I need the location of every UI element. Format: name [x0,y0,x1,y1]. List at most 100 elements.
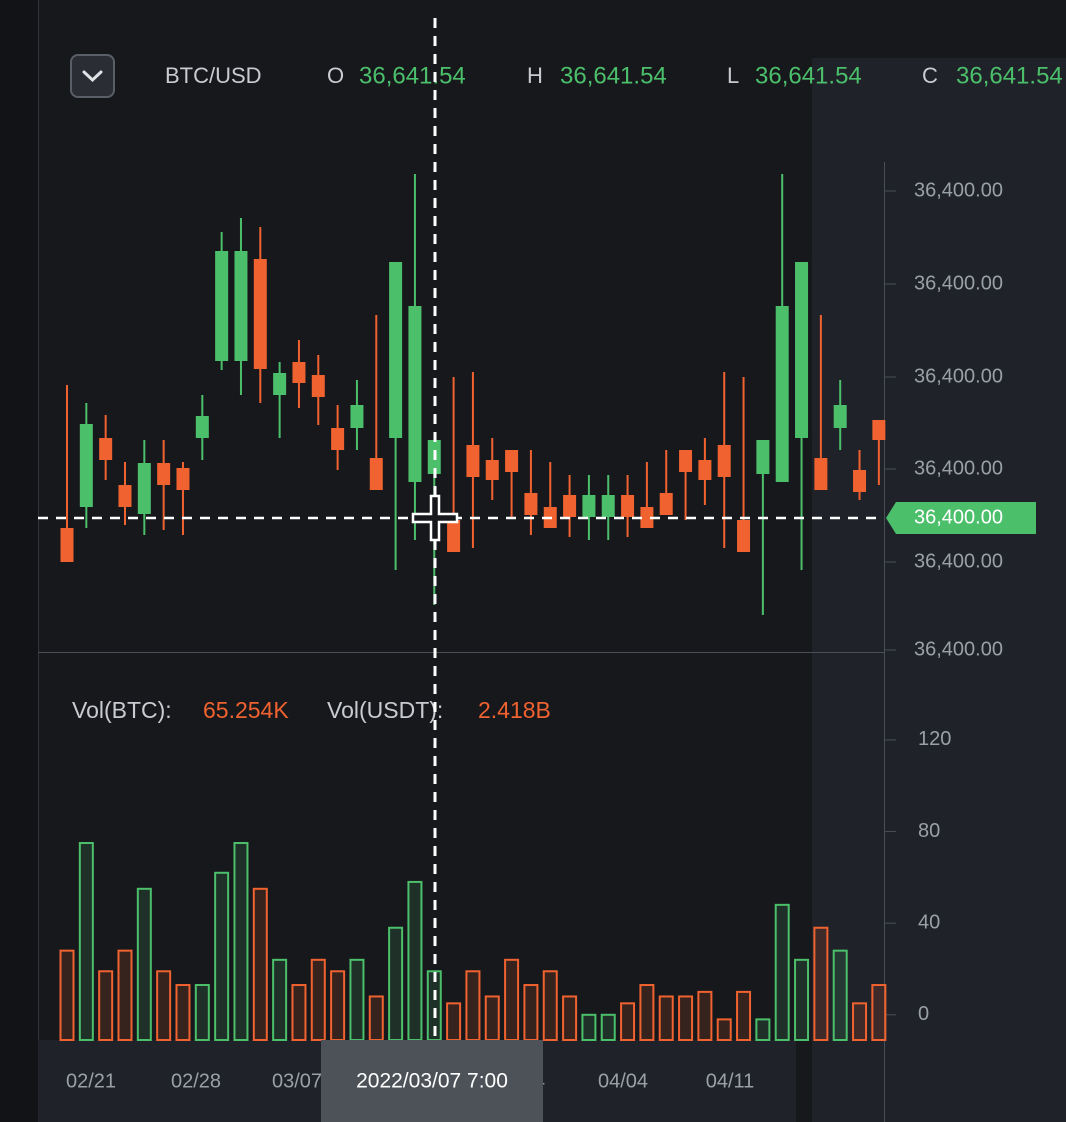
volume-bar [523,984,539,1042]
y-tick-label: 120 [918,728,951,750]
candle-body [833,405,847,428]
volume-bar [620,1002,636,1042]
y-tick-label: 0 [918,1003,929,1025]
candle-body [369,458,383,490]
volume-bar [658,995,674,1041]
candle-body [679,450,693,472]
ohlc-value: 36,641.54 [956,62,1063,89]
volume-bar [465,970,481,1042]
candle-body [756,440,770,474]
candle-body [137,463,151,514]
cursor-time: 2022/03/07 7:00 [356,1070,508,1093]
candle-body [795,262,809,438]
y-tick-label: 36,400.00 [914,272,1003,294]
x-tick-label: 04/11 [706,1070,755,1092]
candle-body [350,405,364,428]
candle-body [640,507,654,528]
candle-body [485,460,499,480]
volume-bar [562,995,578,1041]
volume-bar [175,984,191,1042]
overlay [38,18,884,1040]
x-tick-label: 02/21 [66,1070,116,1092]
volume-bar [117,949,133,1041]
volume-bar [214,871,230,1042]
candle-body [60,528,74,562]
volume-bar [310,958,326,1041]
candle-body [601,495,615,517]
volume-bar [291,984,307,1042]
volume-bar [542,970,558,1042]
candle-body [621,495,635,517]
volume-bar [78,841,94,1042]
ohlc-label: C [922,63,938,88]
volume-bar [755,1018,771,1042]
cursor-icon [411,494,459,542]
candle-body [389,262,403,438]
volume-bar [233,841,249,1042]
dropdown-icon [82,70,103,83]
candle-body [447,520,461,552]
volume-bar [136,887,152,1042]
ohlc-value: 36,641.54 [560,62,667,89]
volume-bar [852,1002,868,1042]
volume-label: Vol(BTC): [72,697,172,723]
volume-value: 65.254K [203,697,289,723]
candle-body [814,458,828,490]
volume-bar [349,958,365,1041]
y-tick-label: 80 [918,820,940,842]
candle-body [118,485,132,507]
volume-bar [832,949,848,1041]
y-tick-label: 36,400.00 [914,179,1003,201]
ohlc-label: L [727,63,739,88]
candle-body [466,445,480,477]
volume-bar [194,984,210,1042]
volume-bar [272,958,288,1041]
volume-bar [697,990,713,1041]
price-tag-label: 36,400.00 [914,506,1003,528]
volume-bar [368,995,384,1041]
ohlc-label: H [527,63,543,88]
volume-bar [581,1013,597,1041]
candle-body [872,420,886,440]
volume-bar [736,990,752,1041]
candle-body [408,306,422,482]
y-tick-label: 36,400.00 [914,638,1003,660]
volume-bar [156,970,172,1042]
volume-bar [484,995,500,1041]
candle-body [775,306,789,482]
candle-body [505,450,519,472]
volume-bar [252,887,268,1042]
candle-body [99,438,113,460]
symbol: BTC/USD [165,63,262,88]
candle-body [853,470,867,492]
candle-body [331,428,345,450]
y-tick-label: 40 [918,911,940,933]
x-tick-label: 02/28 [171,1070,221,1092]
x-tick-label: 03/07 [272,1070,322,1092]
volume-value: 2.418B [478,697,551,723]
right-shade [812,58,1066,1122]
volume-bar [794,958,810,1041]
price-tag [886,502,1036,534]
volume-bar [59,949,75,1041]
candle-body [582,495,596,517]
volume-bar [678,995,694,1041]
volume-bar [330,970,346,1042]
candle-body [524,493,538,515]
volume-bar [388,926,404,1041]
candle-body [234,251,248,361]
volume-bar [504,958,520,1041]
volume-bar [813,926,829,1041]
x-tick-label: 04/04 [598,1070,648,1092]
volume-bar [98,970,114,1042]
y-tick-label: 36,400.00 [914,365,1003,387]
volume-label: Vol(USDT): [327,697,443,723]
candle-body [157,463,171,485]
dropdown-button[interactable] [70,54,115,98]
candle-body [195,416,209,438]
volume-bar [774,903,790,1042]
cursor-time-box [321,1040,543,1122]
volume-bar [716,1018,732,1042]
candle-body [79,424,93,507]
